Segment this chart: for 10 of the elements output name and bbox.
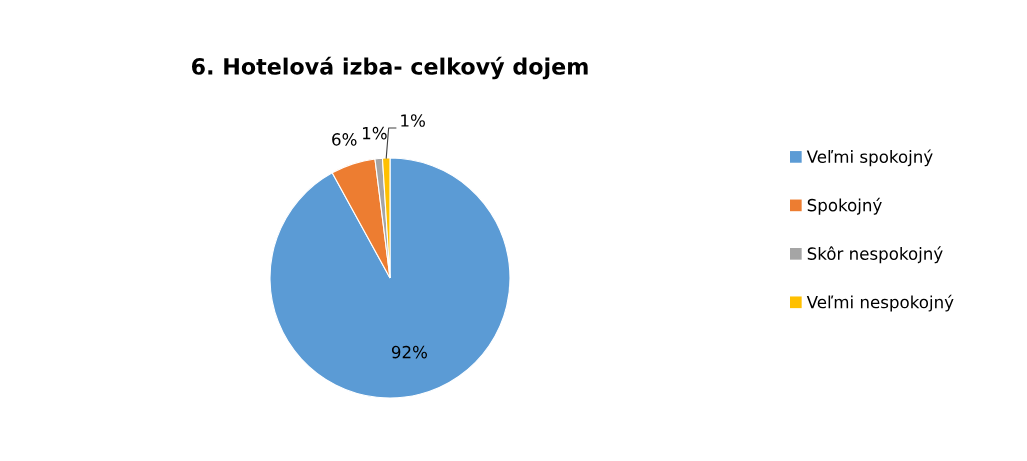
legend-label: Veľmi nespokojný xyxy=(806,294,954,312)
pie-slice xyxy=(269,157,511,399)
data-label: 1% xyxy=(363,126,387,140)
data-label: 92% xyxy=(391,345,427,359)
data-label: 6% xyxy=(332,133,357,146)
data-label: 1% xyxy=(401,114,425,127)
legend-label: Spokojný xyxy=(807,197,882,215)
legend-label: Skôr nespokojný xyxy=(807,246,943,264)
chart-title: 6. Hotelová izba- celkový dojem xyxy=(191,56,588,80)
legend-label: Veľmi spokojný xyxy=(806,149,933,167)
